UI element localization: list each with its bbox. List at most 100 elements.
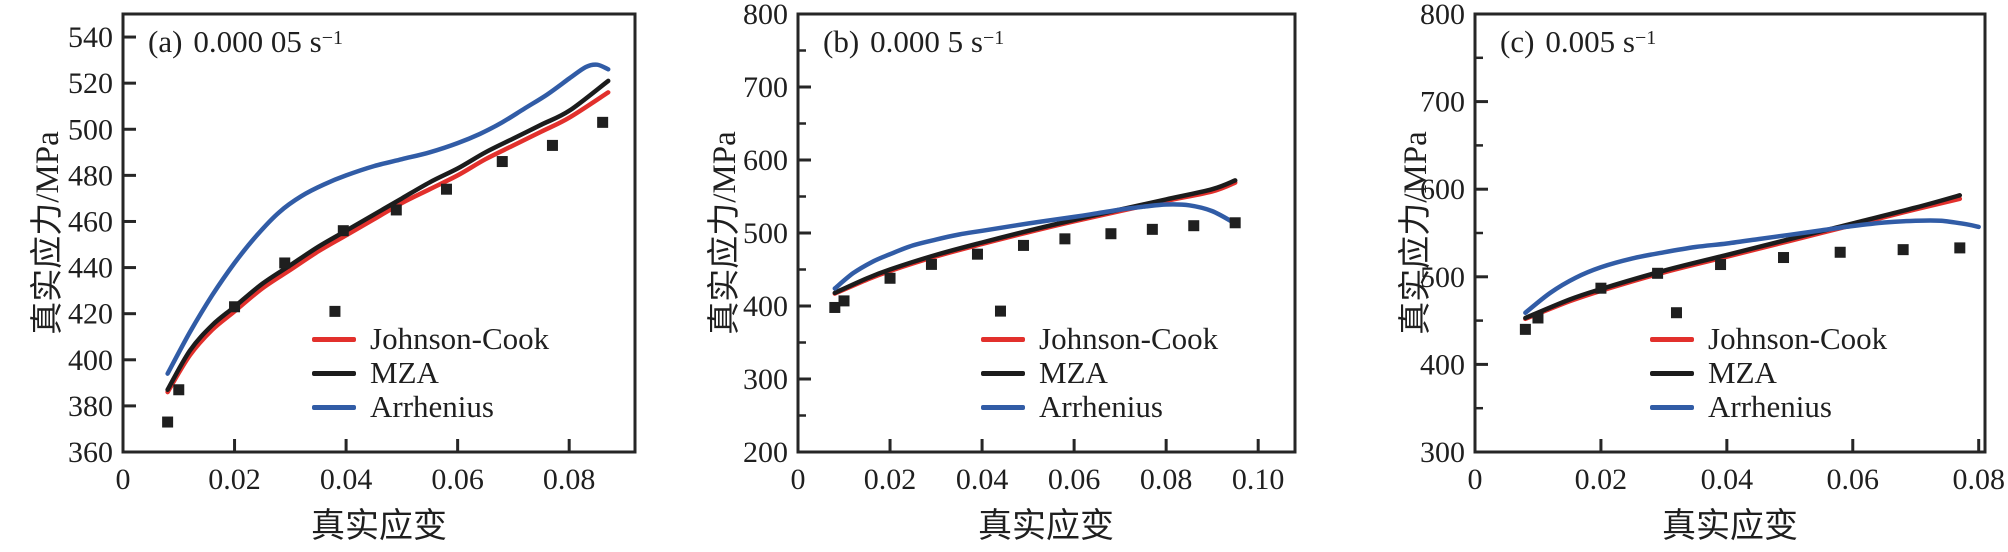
experimental-point (546, 139, 558, 151)
rate-exponent: −1 (321, 27, 344, 49)
x-tick-label: 0.06 (1827, 463, 1880, 496)
legend-label: Arrhenius (1039, 389, 1163, 424)
curve-johnson-cook (165, 90, 611, 395)
x-axis-label: 真实应变 (1662, 508, 1798, 545)
experimental-point (1954, 242, 1966, 254)
x-tick-label: 0 (1468, 463, 1483, 496)
x-tick-label: 0.06 (431, 463, 484, 496)
y-tick-label: 400 (743, 290, 788, 323)
experimental-point (496, 156, 508, 168)
chart-b: 0 0.02 0.04 0.06 0.08 0.10 200 300 400 500 600 700 8… (743, 0, 1297, 496)
experimental-point (1897, 244, 1909, 256)
legend: Johnson-Cook MZA Arrhenius (312, 322, 549, 424)
legend-line-johnson-cook (1650, 336, 1694, 342)
experimental-point (925, 258, 937, 270)
legend-item-mza: MZA (1650, 356, 1887, 390)
y-tick-label: 600 (743, 144, 788, 177)
experimental-point (829, 301, 841, 313)
x-tick-label: 0 (116, 463, 131, 496)
y-tick-label: 700 (743, 71, 788, 104)
legend-line-johnson-cook (312, 336, 356, 342)
x-tick-label: 0.10 (1232, 463, 1285, 496)
legend-item-mza: MZA (312, 356, 549, 390)
strain-rate-value: 0.000 05 s (193, 24, 322, 59)
experimental-point (597, 116, 609, 128)
y-tick-label: 500 (743, 217, 788, 250)
legend-label: MZA (370, 355, 439, 390)
experimental-point (994, 305, 1006, 317)
experimental-point (1532, 312, 1544, 324)
y-axis-label: 真实应力/MPa (30, 131, 66, 335)
legend-line-mza (981, 370, 1025, 376)
experimental-point (337, 225, 349, 237)
x-tick-label: 0.08 (1952, 463, 2005, 496)
legend-label: Johnson-Cook (370, 321, 550, 356)
x-tick-label: 0.04 (1701, 463, 1754, 496)
panel-tag: (a) (148, 24, 183, 59)
y-tick-label: 480 (68, 159, 113, 192)
legend-label: MZA (1708, 355, 1777, 390)
y-tick-label: 360 (68, 436, 113, 469)
y-tick-label: 800 (1420, 0, 1465, 31)
panel-b: 0 0.02 0.04 0.06 0.08 0.10 200 300 400 500 600 700 8… (669, 0, 1338, 552)
x-tick-label: 0 (791, 463, 806, 496)
legend-label: Johnson-Cook (1708, 321, 1888, 356)
x-tick-label: 0.04 (320, 463, 373, 496)
legend-item-mza: MZA (981, 356, 1218, 390)
experimental-point (329, 305, 341, 317)
legend-label: MZA (1039, 355, 1108, 390)
experimental-point (440, 183, 452, 195)
experimental-point (1059, 233, 1071, 245)
legend-item-arrhenius: Arrhenius (1650, 390, 1887, 424)
legend-line-johnson-cook (981, 336, 1025, 342)
experimental-point (1519, 323, 1531, 335)
experimental-point (1229, 217, 1241, 229)
chart-a: 0 0.02 0.04 0.06 0.08 360 380 400 420 440 460 480 50… (68, 12, 637, 496)
experimental-point (390, 204, 402, 216)
experimental-point (1105, 228, 1117, 240)
experimental-point (1670, 307, 1682, 319)
x-tick-label: 0.02 (864, 463, 917, 496)
legend-line-arrhenius (981, 404, 1025, 410)
x-tick-label: 0.02 (1575, 463, 1628, 496)
x-axis-label: 真实应变 (978, 508, 1114, 545)
y-tick-label: 420 (68, 298, 113, 331)
rate-exponent: −1 (982, 27, 1005, 49)
experimental-point (838, 295, 850, 307)
curve-mza (1523, 193, 1963, 321)
curve-arrhenius (165, 62, 611, 376)
experimental-point (971, 248, 983, 260)
curve-mza (832, 178, 1238, 296)
rate-exponent: −1 (1634, 27, 1657, 49)
axis-box (121, 12, 637, 454)
legend-label: Johnson-Cook (1039, 321, 1219, 356)
curve-arrhenius (832, 202, 1238, 291)
x-tick-label: 0.06 (1048, 463, 1101, 496)
x-tick-label: 0.04 (956, 463, 1009, 496)
y-axis-label: 真实应力/MPa (707, 131, 743, 335)
panel-tag: (c) (1500, 24, 1535, 59)
experimental-point (1146, 223, 1158, 235)
x-tick-label: 0.02 (208, 463, 261, 496)
y-tick-label: 300 (1420, 436, 1465, 469)
curve-arrhenius (1523, 218, 1981, 315)
y-tick-label: 400 (68, 344, 113, 377)
legend: Johnson-Cook MZA Arrhenius (981, 322, 1218, 424)
experimental-point (1652, 267, 1664, 279)
y-tick-label: 200 (743, 436, 788, 469)
y-tick-label: 540 (68, 21, 113, 54)
y-tick-label: 800 (743, 0, 788, 31)
experimental-point (1834, 246, 1846, 258)
x-axis-label: 真实应变 (311, 508, 447, 545)
legend-line-mza (1650, 370, 1694, 376)
x-tick-label: 0.08 (543, 463, 596, 496)
legend-item-johnson-cook: Johnson-Cook (1650, 322, 1887, 356)
y-tick-label: 380 (68, 390, 113, 423)
legend-item-arrhenius: Arrhenius (312, 390, 549, 424)
legend-item-johnson-cook: Johnson-Cook (981, 322, 1218, 356)
y-tick-label: 500 (68, 113, 113, 146)
experimental-point (1188, 220, 1200, 232)
y-axis-label: 真实应力/MPa (1398, 131, 1434, 335)
experimental-point (1017, 239, 1029, 251)
